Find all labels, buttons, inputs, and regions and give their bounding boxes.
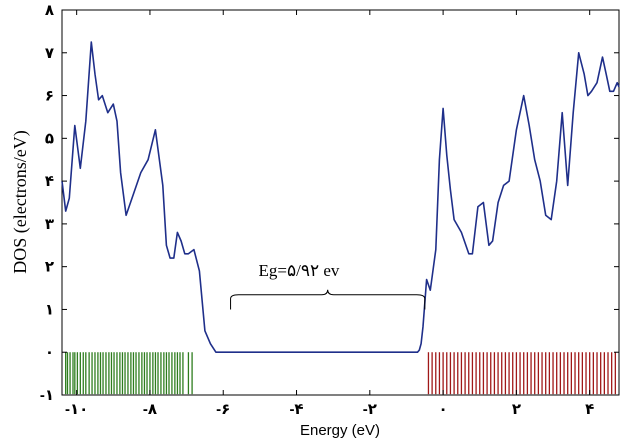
x-axis-label: Energy (eV): [300, 422, 380, 439]
plot-frame: [61, 9, 620, 396]
y-tick-label: ۸: [45, 2, 54, 19]
y-tick-label: -۱: [40, 387, 54, 404]
dos-curve: [61, 41, 620, 353]
x-tick-label: ۴: [585, 401, 594, 418]
x-tick-label: ۲: [512, 401, 521, 418]
y-tick-label: ۴: [45, 173, 54, 190]
x-axis-ticks: -۱۰ -۸ -۶ -۴ -۲ ۰ ۲ ۴: [65, 10, 594, 418]
x-tick-label: -۴: [289, 401, 303, 418]
green-level-bars: [65, 352, 193, 395]
x-tick-label: -۸: [143, 401, 157, 418]
x-tick-label: ۰: [439, 401, 448, 418]
y-axis-ticks: -۱ ۰ ۱ ۲ ۳ ۴ ۵ ۶ ۷ ۸: [40, 2, 619, 404]
band-gap-annotation: Eg=۵/۹۲ ev: [259, 261, 340, 280]
y-tick-label: ۲: [45, 259, 54, 276]
x-tick-label: -۱۰: [65, 401, 88, 418]
y-tick-label: ۳: [45, 216, 54, 233]
y-tick-label: ۶: [45, 88, 54, 105]
x-tick-label: -۲: [363, 401, 377, 418]
y-tick-label: ۱: [45, 301, 54, 318]
y-tick-label: ۵: [45, 130, 54, 147]
y-tick-label: ۰: [45, 344, 54, 361]
gap-bracket-shape: [230, 289, 426, 310]
band-gap-bracket: [230, 289, 426, 310]
x-tick-label: -۶: [216, 401, 230, 418]
y-tick-label: ۷: [45, 45, 54, 62]
y-axis-label: DOS (electrons/eV): [10, 130, 31, 273]
red-level-bars: [427, 352, 616, 395]
